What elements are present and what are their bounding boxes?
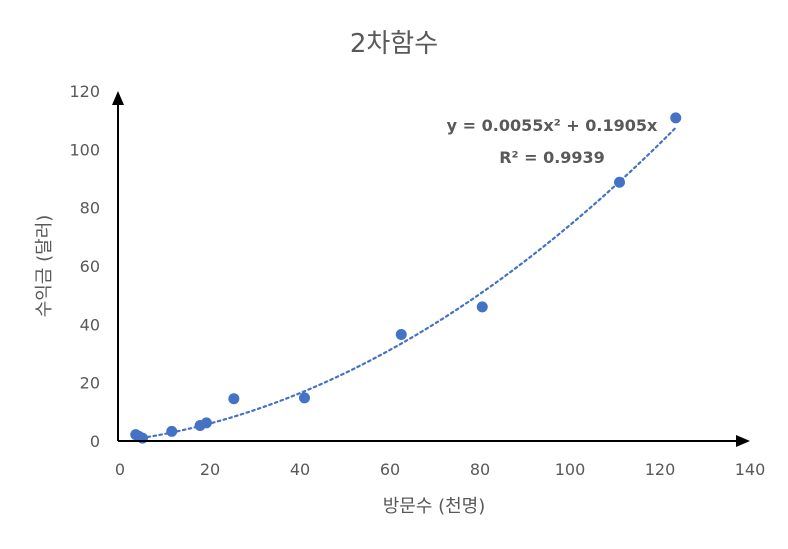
x-tick-label: 0	[115, 460, 125, 479]
y-tick-label: 120	[69, 82, 100, 101]
data-point	[228, 393, 240, 405]
y-tick-label: 0	[90, 432, 100, 451]
y-tick-label: 100	[69, 140, 100, 159]
chart-title: 2차함수	[350, 29, 438, 59]
y-axis-label: 수익금 (달러)	[34, 215, 55, 318]
data-point	[166, 425, 178, 437]
data-point	[670, 112, 682, 124]
x-axis-label: 방문수 (천명)	[383, 496, 486, 517]
y-tick-label: 80	[80, 199, 100, 218]
x-tick-label: 100	[555, 460, 586, 479]
y-tick-label: 60	[80, 257, 100, 276]
trendline-curve	[134, 126, 677, 440]
x-axis-arrowhead	[736, 435, 750, 447]
data-point	[200, 417, 212, 429]
y-tick-label: 20	[80, 374, 100, 393]
data-point	[395, 329, 407, 341]
y-tick-label: 40	[80, 315, 100, 334]
y-axis-arrowhead	[112, 91, 124, 105]
y-axis-ticks: 0 20 40 60 80 100 120	[69, 82, 100, 451]
x-tick-label: 60	[380, 460, 400, 479]
x-tick-label: 140	[735, 460, 766, 479]
trendline-r-squared: R² = 0.9939	[499, 148, 605, 167]
x-tick-label: 40	[290, 460, 310, 479]
x-tick-label: 80	[470, 460, 490, 479]
data-point	[614, 176, 625, 188]
data-point	[476, 301, 488, 313]
trendline-equation: y = 0.0055x² + 0.1905x	[447, 116, 658, 135]
data-points	[130, 112, 682, 444]
x-axis-ticks: 0 20 40 60 80 100 120 140	[115, 460, 765, 479]
data-point	[299, 392, 310, 404]
x-tick-label: 120	[645, 460, 676, 479]
x-tick-label: 20	[200, 460, 220, 479]
